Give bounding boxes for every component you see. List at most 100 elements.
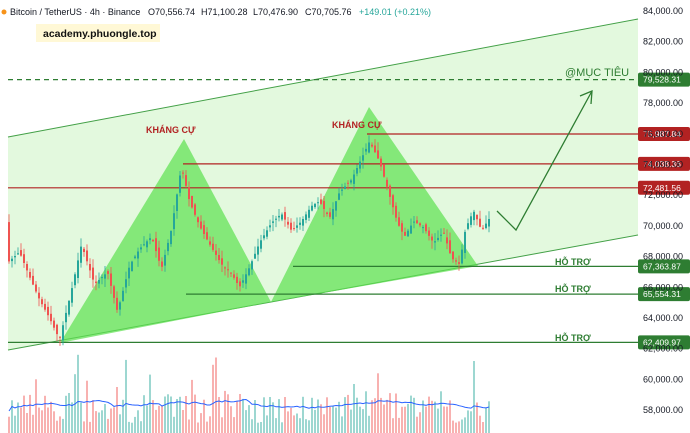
- symbol-icon: [1, 9, 7, 15]
- volume-bar: [242, 398, 244, 433]
- candle-body: [470, 216, 472, 225]
- price-level-badge: [638, 156, 690, 171]
- candle-body: [110, 273, 112, 286]
- watermark-background: [36, 24, 160, 42]
- volume-bar: [14, 415, 16, 433]
- candle-body: [11, 258, 13, 262]
- candle-body: [101, 277, 103, 279]
- volume-bar: [374, 398, 376, 433]
- volume-bar: [221, 417, 223, 433]
- candle-body: [332, 209, 334, 220]
- target-arrow-line: [496, 90, 593, 232]
- volume-bar: [197, 422, 199, 433]
- volume-bar: [395, 393, 397, 433]
- volume-bar: [401, 406, 403, 433]
- volume-bar: [302, 396, 304, 433]
- candle-body: [425, 224, 427, 232]
- volume-bar: [323, 414, 325, 433]
- price-level-value: 74,038.36: [643, 159, 681, 169]
- volume-bar: [281, 422, 283, 433]
- volume-bar: [218, 397, 220, 433]
- candle-body: [269, 225, 271, 228]
- candle-body: [29, 272, 31, 278]
- ohlc-close: C70,705.76: [305, 7, 352, 17]
- candle-body: [266, 230, 268, 237]
- price-tick-label: 82,000.00: [643, 37, 683, 47]
- volume-bar: [464, 417, 466, 433]
- support-label-3: HỖ TRỢ: [555, 332, 591, 343]
- candle-body: [443, 232, 445, 234]
- target-label: @MỤC TIÊU: [565, 66, 629, 79]
- candle-body: [305, 214, 307, 220]
- volume-bar: [59, 416, 61, 433]
- price-level-value: 62,409.97: [643, 337, 681, 347]
- candle-body: [254, 253, 256, 259]
- volume-bar: [353, 384, 355, 433]
- volume-bar: [440, 391, 442, 433]
- candle-body: [314, 203, 316, 208]
- volume-bar: [455, 422, 457, 433]
- volume-bar: [473, 361, 475, 433]
- volume-bar: [320, 404, 322, 433]
- candle-body: [296, 225, 298, 228]
- candle-body: [398, 217, 400, 226]
- candle-body: [161, 261, 163, 267]
- channel-upper-line: [7, 18, 639, 138]
- candle-body: [380, 158, 382, 167]
- volume-bar: [92, 400, 94, 433]
- price-tick-label: 64,000.00: [643, 313, 683, 323]
- candle-body: [143, 244, 145, 246]
- volume-bar: [128, 421, 130, 433]
- volume-bar: [140, 421, 142, 433]
- volume-bar: [188, 419, 190, 433]
- volume-bar: [80, 402, 82, 433]
- candle-body: [308, 209, 310, 218]
- price-tick-label: 72,000.00: [643, 190, 683, 200]
- volume-bar: [164, 396, 166, 433]
- candle-body: [476, 215, 478, 220]
- candle-body: [188, 187, 190, 200]
- candle-body: [458, 262, 460, 264]
- candle-body: [53, 320, 55, 328]
- volume-bar: [179, 396, 181, 433]
- candle-body: [74, 274, 76, 286]
- volume-bar: [29, 394, 31, 433]
- volume-bar: [446, 406, 448, 433]
- candle-body: [452, 251, 454, 260]
- price-level-badge: [638, 287, 690, 302]
- left-triangle-pattern: [60, 139, 271, 343]
- target-arrow: [496, 89, 593, 232]
- volume-bar: [167, 394, 169, 433]
- candle-body: [83, 248, 85, 252]
- candle-body: [218, 255, 220, 261]
- candle-body: [209, 241, 211, 245]
- volume-bar: [230, 406, 232, 433]
- candle-body: [386, 179, 388, 187]
- candle-body: [125, 279, 127, 288]
- price-axis[interactable]: 84,000.00 82,000.00 80,000.00 78,000.00 76,0…: [643, 6, 683, 415]
- volume-bar: [119, 414, 121, 433]
- volume-bar: [287, 411, 289, 433]
- candle-body: [371, 144, 373, 147]
- candle-body: [44, 303, 46, 310]
- volume-bar: [215, 357, 217, 433]
- volume-bar: [20, 407, 22, 433]
- triangle-patterns: [60, 107, 478, 343]
- volume-bar: [284, 397, 286, 433]
- candle-body: [212, 243, 214, 250]
- candle-body: [251, 261, 253, 270]
- candle-body: [272, 221, 274, 223]
- candle-body: [338, 193, 340, 200]
- candle-body: [317, 202, 319, 204]
- ohlc-change: +149.01 (+0.21%): [359, 7, 431, 17]
- volume-bar: [86, 380, 88, 433]
- volume-bar: [377, 373, 379, 433]
- volume-bar: [8, 416, 10, 433]
- ohlc-open: O70,556.74: [148, 7, 195, 17]
- candle-body: [182, 172, 184, 174]
- volume-bar: [152, 400, 154, 433]
- candle-body: [185, 175, 187, 186]
- candle-body: [311, 205, 313, 211]
- candle-body: [407, 230, 409, 237]
